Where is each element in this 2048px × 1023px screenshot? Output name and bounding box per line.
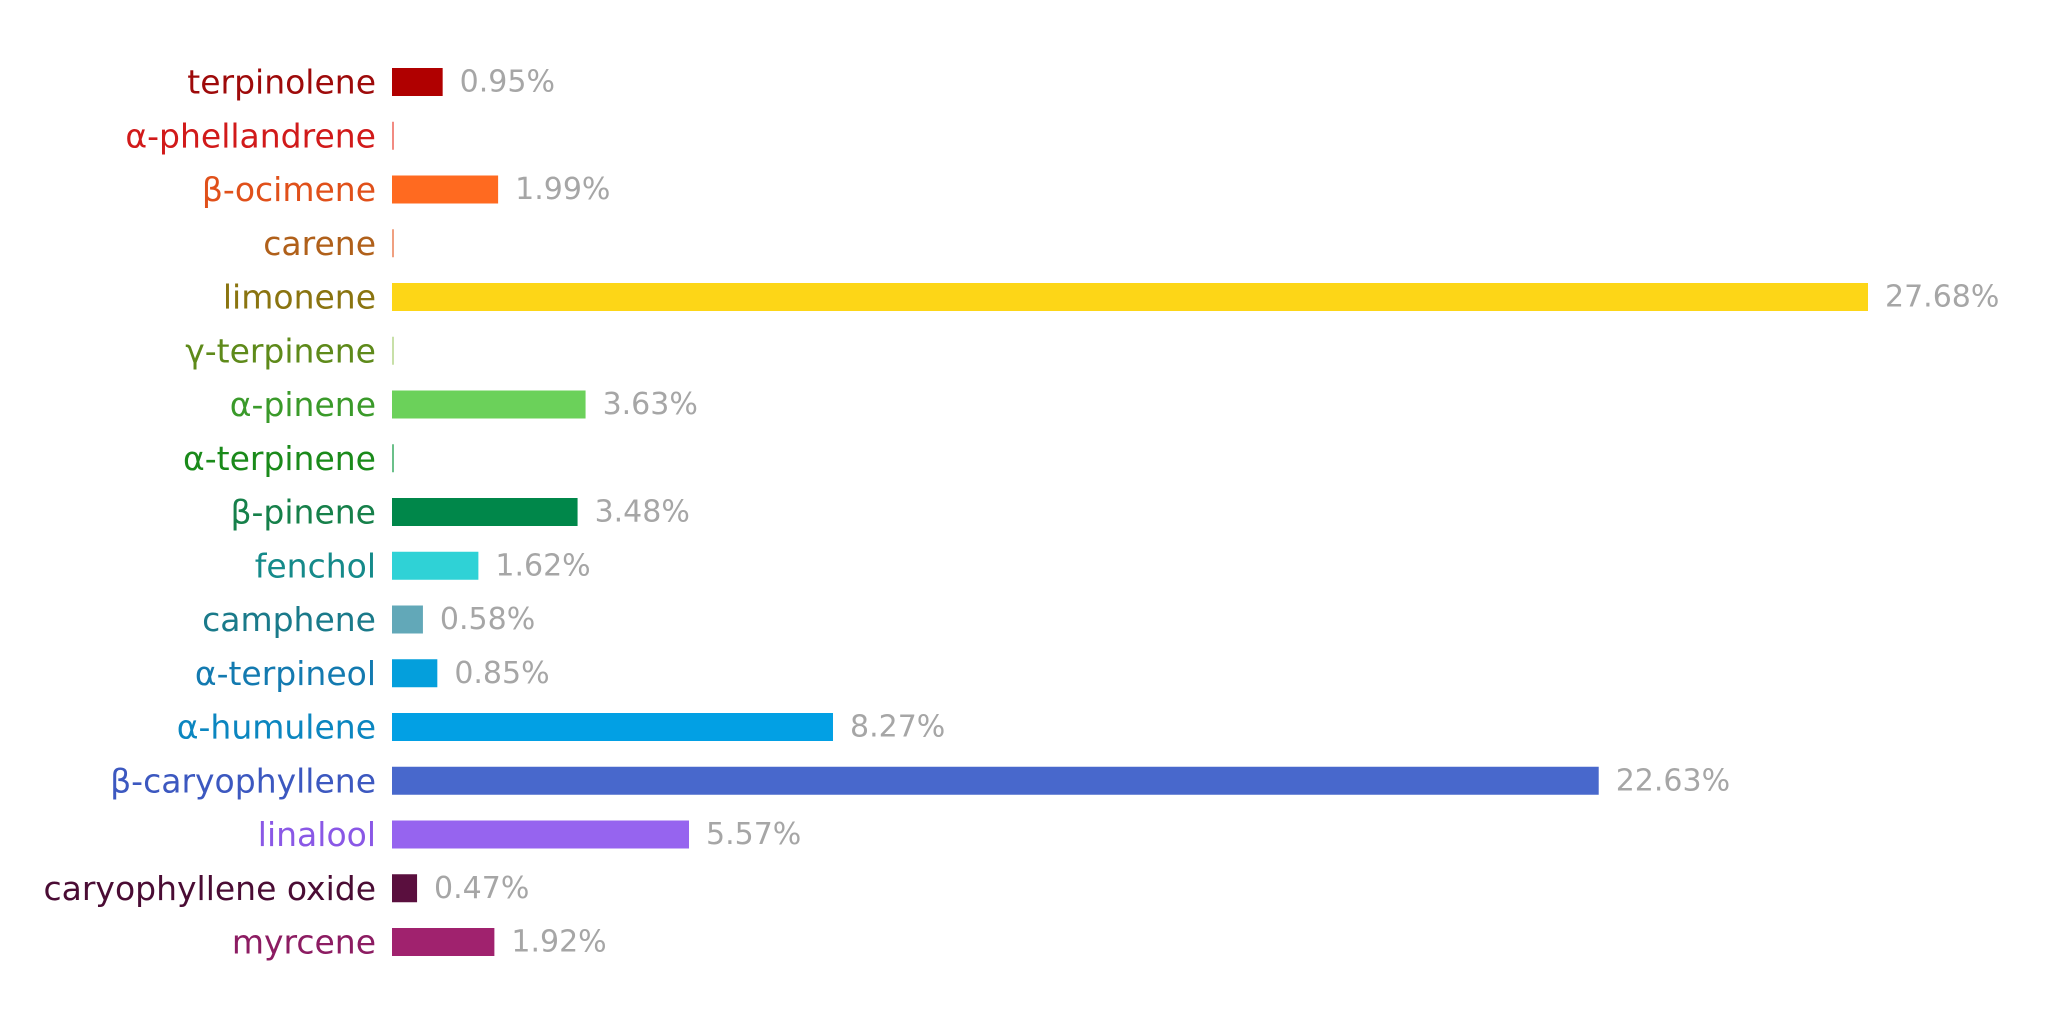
value-label: 1.62% (495, 548, 590, 583)
bar-row: α-terpineol 0.85% (195, 654, 550, 693)
bar-row: limonene 27.68% (223, 278, 2000, 317)
bar-row: α-humulene 8.27% (177, 708, 946, 747)
bar-row: fenchol 1.62% (255, 546, 591, 585)
category-label: myrcene (232, 923, 376, 962)
category-label: terpinolene (187, 63, 376, 102)
bar-row: carene (263, 224, 394, 263)
category-label: β-pinene (230, 493, 376, 532)
value-label: 5.57% (706, 817, 801, 852)
category-label: camphene (202, 600, 376, 639)
bar-row: camphene 0.58% (202, 600, 535, 639)
value-label: 3.48% (595, 495, 690, 530)
value-label: 1.99% (515, 172, 610, 207)
bar (392, 874, 418, 903)
category-label: β-ocimene (202, 170, 376, 209)
bar-row: α-phellandrene (125, 116, 394, 155)
category-label: fenchol (255, 546, 376, 585)
bar-row: linalool 5.57% (258, 815, 802, 854)
bar (392, 68, 443, 96)
value-label: 1.92% (511, 925, 606, 960)
bar (392, 713, 833, 741)
bar-row: caryophyllene oxide 0.47% (43, 869, 529, 908)
value-label: 0.95% (460, 65, 555, 100)
category-label: α-pinene (230, 385, 376, 424)
value-label: 3.63% (603, 387, 698, 422)
bar-row: β-ocimene 1.99% (202, 170, 611, 209)
value-label: 27.68% (1885, 280, 1999, 315)
bar (392, 336, 394, 365)
bar (392, 229, 394, 258)
category-label: limonene (223, 278, 376, 317)
bar-row: γ-terpinene (185, 331, 394, 370)
bar (392, 444, 394, 473)
value-label: 8.27% (850, 710, 945, 745)
category-label: caryophyllene oxide (43, 869, 376, 908)
bar (392, 498, 578, 526)
bar-row: β-pinene 3.48% (230, 493, 689, 532)
bar (392, 121, 394, 150)
bar (392, 605, 423, 634)
category-label: α-terpinene (183, 439, 376, 478)
value-label: 0.85% (454, 656, 549, 691)
value-label: 22.63% (1616, 763, 1730, 798)
bar-row: α-terpinene (183, 439, 394, 478)
bar (392, 175, 499, 204)
category-label: β-caryophyllene (110, 761, 376, 800)
value-label: 0.58% (440, 602, 535, 637)
category-label: α-phellandrene (125, 116, 376, 155)
bar (392, 820, 690, 849)
bar (392, 390, 586, 419)
category-label: α-humulene (177, 708, 376, 747)
bar (392, 659, 438, 688)
value-label: 0.47% (434, 871, 529, 906)
bar-row: myrcene 1.92% (232, 923, 607, 962)
bar (392, 766, 1599, 795)
bar-row: β-caryophyllene 22.63% (110, 761, 1730, 800)
category-label: carene (263, 224, 376, 263)
category-label: linalool (258, 815, 376, 854)
category-label: γ-terpinene (185, 331, 376, 370)
category-label: α-terpineol (195, 654, 376, 693)
bar-row: α-pinene 3.63% (230, 385, 698, 424)
bar (392, 283, 1868, 311)
bar (392, 928, 495, 956)
bar-row: terpinolene 0.95% (187, 63, 555, 102)
bar (392, 551, 479, 580)
